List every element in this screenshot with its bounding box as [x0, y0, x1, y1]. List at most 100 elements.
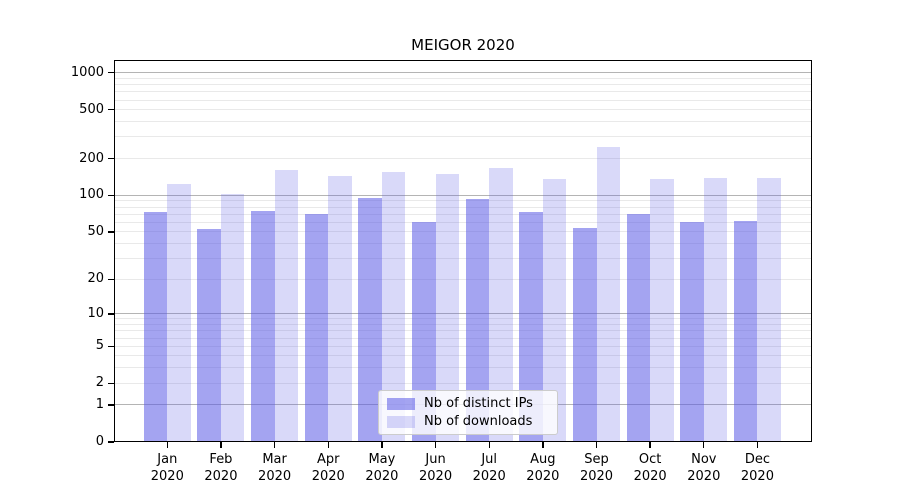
minor-gridline-80	[115, 206, 811, 208]
plot-area: 1000 500 200 100 50 20 10 5 2 1 0 Jan 2020 Feb 2020 Ma…	[71, 60, 812, 484]
minor-gridline-800	[115, 84, 811, 86]
x-tick-feb	[220, 442, 222, 448]
axis-spine-right	[811, 60, 812, 442]
y-tick-label-1000: 1000	[70, 64, 104, 80]
month-label: Oct	[638, 452, 662, 467]
minor-gridline-200	[115, 158, 811, 160]
bar-jan-downloads	[167, 183, 191, 441]
major-gridline-10	[115, 313, 811, 315]
minor-gridline-70	[115, 213, 811, 215]
minor-gridline-4	[115, 355, 811, 357]
y-tick-label-200: 200	[79, 150, 104, 166]
y-tick-50	[108, 231, 114, 233]
minor-gridline-900	[115, 77, 811, 79]
x-tick-label-mar: Mar 2020	[245, 451, 305, 485]
axis-spine-left	[114, 60, 115, 442]
bar-oct-downloads	[650, 178, 674, 441]
x-tick-jun	[434, 442, 437, 448]
axis-spine-top	[114, 60, 812, 61]
month-label: Jan	[157, 452, 178, 467]
y-tick-100	[108, 194, 114, 197]
legend-label: Nb of downloads	[424, 414, 533, 429]
minor-gridline-9	[115, 318, 811, 320]
bar-oct-distinct-ips	[626, 214, 651, 441]
x-tick-apr	[327, 442, 329, 448]
bar-jun-distinct-ips	[412, 222, 436, 441]
x-tick-label-jun: Jun 2020	[406, 451, 466, 485]
y-tick-label-1: 1	[95, 396, 104, 412]
year-label: 2020	[740, 469, 774, 484]
y-tick-label-100: 100	[79, 187, 104, 203]
minor-gridline-600	[115, 99, 811, 101]
minor-gridline-7	[115, 330, 811, 332]
y-tick-1000	[108, 72, 114, 74]
month-label: Sep	[584, 452, 609, 467]
x-tick-mar	[273, 442, 276, 448]
y-tick-500	[108, 109, 114, 111]
x-tick-label-oct: Oct 2020	[620, 451, 680, 485]
y-tick-label-10: 10	[87, 305, 104, 321]
year-label: 2020	[365, 469, 399, 484]
year-label: 2020	[472, 469, 506, 484]
minor-gridline-30	[115, 257, 811, 259]
axis-spine-bottom	[114, 441, 812, 442]
x-tick-label-jan: Jan 2020	[137, 451, 197, 485]
bar-jan-distinct-ips	[143, 211, 168, 441]
year-label: 2020	[579, 469, 614, 484]
year-label: 2020	[526, 469, 560, 484]
bar-feb-downloads	[220, 194, 245, 441]
y-tick-label-50: 50	[87, 223, 104, 239]
minor-gridline-40	[115, 243, 811, 245]
minor-gridline-20	[115, 278, 811, 280]
bar-apr-distinct-ips	[304, 214, 329, 441]
bar-may-downloads	[381, 172, 406, 441]
year-label: 2020	[258, 469, 292, 484]
month-label: Jun	[425, 452, 446, 467]
bar-sep-downloads	[596, 147, 620, 441]
month-label: Apr	[317, 452, 340, 467]
year-label: 2020	[633, 469, 667, 484]
bar-apr-downloads	[328, 176, 352, 441]
minor-gridline-6	[115, 337, 811, 339]
bar-nov-distinct-ips	[680, 222, 704, 441]
month-label: Aug	[530, 452, 556, 467]
year-label: 2020	[150, 469, 184, 484]
y-tick-label-500: 500	[79, 101, 104, 117]
legend-label: Nb of distinct IPs	[424, 396, 533, 411]
y-tick-label-2: 2	[95, 375, 104, 391]
x-tick-aug	[542, 442, 544, 448]
minor-gridline-3	[115, 367, 811, 369]
x-tick-jan	[166, 442, 168, 448]
bar-aug-distinct-ips	[519, 211, 543, 441]
month-label: Nov	[691, 452, 717, 467]
bar-sep-distinct-ips	[573, 227, 597, 441]
minor-gridline-700	[115, 91, 811, 93]
x-tick-oct	[649, 442, 651, 448]
y-tick-1	[108, 404, 114, 406]
x-tick-label-nov: Nov 2020	[674, 451, 734, 485]
month-label: May	[368, 452, 396, 467]
year-label: 2020	[311, 469, 345, 484]
x-tick-jul	[488, 442, 490, 448]
x-tick-label-may: May 2020	[352, 451, 412, 485]
bar-nov-downloads	[703, 178, 728, 441]
bar-may-distinct-ips	[358, 197, 382, 441]
bar-mar-distinct-ips	[251, 210, 275, 441]
minor-gridline-500	[115, 109, 811, 111]
bar-dec-distinct-ips	[733, 220, 758, 441]
bar-mar-downloads	[274, 170, 299, 441]
month-label: Dec	[744, 452, 771, 467]
minor-gridline-5	[115, 345, 811, 347]
y-tick-0	[108, 441, 114, 443]
legend-swatch-downloads	[387, 415, 415, 428]
minor-gridline-90	[115, 200, 811, 202]
year-label: 2020	[419, 469, 453, 484]
x-tick-label-dec: Dec 2020	[727, 451, 787, 485]
x-tick-nov	[703, 442, 705, 448]
minor-gridline-2	[115, 382, 811, 384]
y-tick-label-5: 5	[95, 338, 104, 354]
legend-item-downloads: Nb of downloads	[387, 414, 549, 429]
y-tick-20	[108, 278, 114, 280]
y-tick-10	[108, 313, 114, 315]
